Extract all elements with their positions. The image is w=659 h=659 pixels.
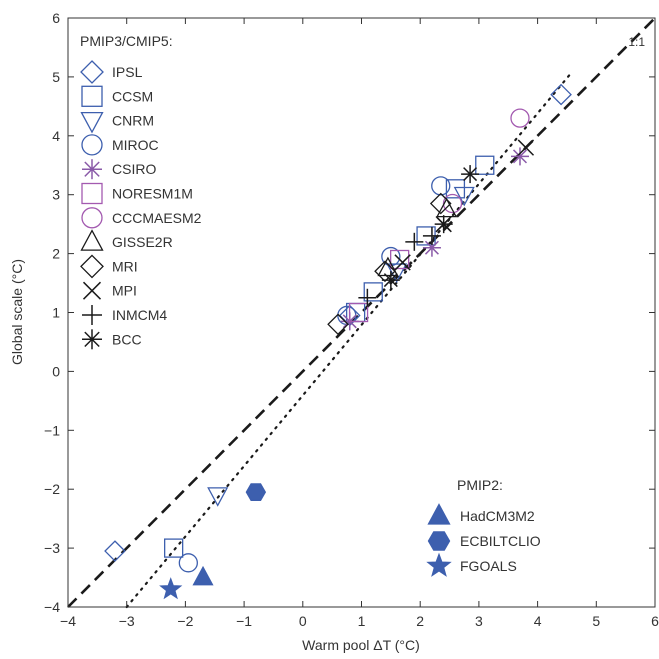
legend-label-ccsm: CCSM [112, 88, 153, 104]
y-tick-label: 2 [52, 246, 60, 262]
point-inmcm4 [358, 288, 377, 307]
y-axis-label: Global scale (°C) [9, 259, 25, 365]
legend-label-fgoals: FGOALS [460, 558, 517, 574]
legend-marker-cnrm [80, 111, 104, 134]
axes: −4 −3 −2 −1 0 1 2 3 4 5 6 −4 −3 −2 −1 0 1 2 3 4 5 6 [44, 10, 659, 629]
point-inmcm4 [405, 232, 424, 251]
one-to-one-line [67, 17, 656, 608]
point-mpi [394, 254, 411, 271]
point-inmcm4 [422, 226, 441, 245]
regression-line [125, 69, 574, 609]
y-tick-label: −3 [44, 540, 60, 556]
point-hadcm3m2 [192, 565, 214, 586]
one-to-one-label: 1:1 [628, 35, 645, 49]
legend-label-hadcm3m2: HadCM3M2 [460, 508, 535, 524]
legend-label-inmcm4: INMCM4 [112, 307, 167, 323]
y-tick-label: −4 [44, 599, 60, 615]
legend-marker-fgoals [426, 552, 452, 577]
legend: PMIP3/CMIP5: IPSL CCSM CNRM MIROC CSIRO NORESM… [80, 33, 541, 577]
point-bcc [381, 271, 400, 290]
x-tick-label: −4 [60, 613, 76, 629]
legend-marker-bcc [82, 329, 102, 350]
point-fgoals [159, 577, 183, 600]
legend-title-1: PMIP2: [457, 477, 503, 493]
y-tick-label: 3 [52, 187, 60, 203]
x-tick-label: 3 [475, 613, 483, 629]
reference-lines: 1:1 [67, 17, 656, 609]
x-tick-label: −3 [119, 613, 135, 629]
legend-title-0: PMIP3/CMIP5: [80, 33, 173, 49]
x-tick-label: 0 [299, 613, 307, 629]
point-noresm1m [390, 249, 410, 270]
point-cnrm [453, 186, 475, 207]
legend-marker-hadcm3m2 [427, 503, 451, 525]
x-tick-label: 1 [358, 613, 366, 629]
x-tick-label: 6 [651, 613, 659, 629]
x-tick-label: 2 [416, 613, 424, 629]
x-tick-label: 5 [592, 613, 600, 629]
y-tick-label: 5 [52, 69, 60, 85]
y-tick-label: 1 [52, 305, 60, 321]
point-miroc [178, 553, 198, 573]
legend-marker-ecbiltclio [427, 531, 451, 551]
legend-label-mri: MRI [112, 258, 138, 274]
legend-marker-noresm1m [81, 182, 103, 205]
point-cnrm [207, 487, 229, 507]
point-cccmaesm2 [510, 108, 530, 128]
legend-label-gisse2r: GISSE2R [112, 234, 173, 250]
data-points [104, 83, 572, 600]
legend-marker-ccsm [81, 85, 103, 107]
point-ccsm [475, 155, 495, 175]
legend-label-bcc: BCC [112, 331, 142, 347]
legend-marker-cccmaesm2 [81, 207, 103, 229]
legend-label-cccmaesm2: CCCMAESM2 [112, 210, 202, 226]
point-ipsl [550, 83, 572, 106]
legend-marker-mpi [82, 281, 102, 300]
x-tick-label: −1 [236, 613, 252, 629]
legend-marker-gisse2r [80, 229, 104, 251]
point-mri [327, 313, 349, 336]
x-tick-label: 4 [534, 613, 542, 629]
point-miroc [431, 176, 451, 196]
legend-label-cnrm: CNRM [112, 113, 154, 129]
y-tick-label: −1 [44, 422, 60, 438]
point-gisse2r [436, 197, 458, 218]
legend-marker-inmcm4 [82, 305, 102, 325]
y-tick-label: 6 [52, 10, 60, 26]
point-gisse2r [377, 256, 399, 277]
legend-label-ecbiltclio: ECBILTCLIO [460, 533, 541, 549]
legend-label-csiro: CSIRO [112, 161, 156, 177]
y-tick-label: −2 [44, 481, 60, 497]
legend-label-mpi: MPI [112, 283, 137, 299]
x-axis-label: Warm pool ΔT (°C) [302, 637, 420, 653]
point-noresm1m [348, 302, 369, 323]
legend-marker-csiro [82, 159, 102, 180]
point-ccsm [363, 282, 383, 302]
point-mri [429, 192, 452, 215]
point-bcc [461, 165, 480, 184]
point-mri [374, 260, 396, 283]
legend-marker-ipsl [80, 60, 104, 84]
point-ecbiltclio [245, 483, 267, 501]
x-tick-label: −2 [177, 613, 193, 629]
point-csiro [510, 147, 529, 166]
point-ipsl [104, 540, 126, 562]
legend-label-ipsl: IPSL [112, 64, 143, 80]
legend-marker-miroc [81, 134, 103, 156]
legend-marker-mri [80, 254, 104, 279]
point-ccsm [164, 538, 184, 558]
point-mpi [517, 139, 535, 156]
point-bcc [434, 215, 453, 234]
legend-label-miroc: MIROC [112, 137, 159, 153]
y-tick-label: 4 [52, 128, 60, 144]
point-ccsm [445, 179, 466, 199]
legend-label-noresm1m: NORESM1M [112, 186, 193, 202]
y-tick-label: 0 [52, 363, 60, 379]
point-csiro [422, 238, 441, 257]
